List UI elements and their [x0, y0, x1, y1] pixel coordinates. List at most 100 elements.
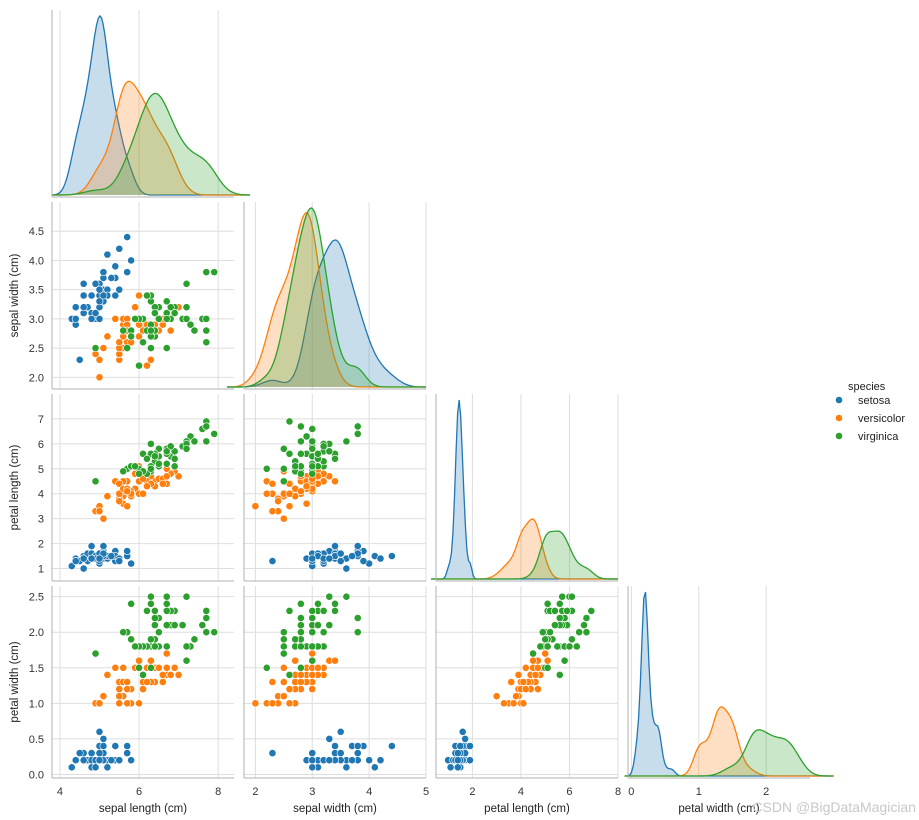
y-tick-label: 4	[38, 489, 44, 501]
scatter-point-setosa	[87, 749, 96, 758]
scatter-point-versicolor	[534, 663, 542, 672]
scatter-point-virginica	[325, 447, 334, 456]
scatter-point-versicolor	[123, 685, 132, 694]
scatter-point-virginica	[543, 599, 552, 608]
scatter-point-versicolor	[158, 479, 167, 488]
legend-marker-setosa	[835, 396, 843, 404]
scatter-point-versicolor	[531, 670, 540, 679]
scatter-point-versicolor	[251, 502, 260, 511]
y-tick-label: 2.0	[29, 627, 44, 639]
scatter-point-virginica	[135, 361, 143, 370]
scatter-point-setosa	[123, 749, 132, 758]
scatter-point-virginica	[119, 326, 128, 335]
scatter-point-virginica	[170, 309, 179, 317]
scatter-point-versicolor	[131, 303, 139, 312]
scatter-point-virginica	[285, 449, 294, 458]
scatter-point-virginica	[162, 314, 171, 323]
scatter-point-virginica	[302, 432, 311, 441]
scatter-point-virginica	[279, 477, 288, 486]
scatter-point-virginica	[536, 642, 545, 651]
scatter-point-virginica	[291, 635, 300, 644]
scatter-point-setosa	[331, 742, 339, 750]
scatter-point-versicolor	[103, 492, 112, 501]
scatter-point-setosa	[325, 554, 334, 563]
scatter-point-versicolor	[279, 663, 288, 672]
scatter-point-virginica	[279, 464, 288, 473]
panel-r3-c0	[51, 586, 234, 779]
y-tick-label: 4.5	[29, 226, 44, 238]
x-axis-label: sepal width (cm)	[293, 803, 377, 815]
scatter-point-setosa	[99, 268, 108, 277]
scatter-point-virginica	[198, 621, 207, 630]
legend-label-versicolor: versicolor	[858, 413, 905, 425]
scatter-point-virginica	[210, 628, 219, 637]
scatter-point-versicolor	[543, 656, 552, 665]
scatter-point-virginica	[135, 469, 143, 478]
scatter-point-versicolor	[296, 487, 305, 496]
x-axis-label: petal width (cm)	[678, 803, 759, 815]
scatter-point-virginica	[551, 621, 559, 630]
y-tick-label: 1	[38, 564, 44, 576]
scatter-point-versicolor	[534, 685, 542, 694]
scatter-point-virginica	[119, 467, 128, 476]
scatter-point-versicolor	[279, 678, 288, 686]
scatter-point-virginica	[182, 303, 191, 312]
scatter-point-versicolor	[500, 699, 508, 708]
scatter-point-virginica	[555, 614, 564, 622]
scatter-point-virginica	[190, 635, 199, 644]
scatter-point-versicolor	[268, 479, 277, 488]
scatter-point-virginica	[308, 606, 317, 615]
scatter-point-virginica	[582, 628, 591, 637]
scatter-point-virginica	[150, 309, 159, 317]
scatter-point-setosa	[336, 557, 345, 565]
scatter-point-virginica	[567, 592, 576, 601]
scatter-point-versicolor	[111, 314, 120, 323]
scatter-point-virginica	[279, 444, 288, 453]
scatter-point-virginica	[147, 439, 155, 448]
scatter-point-versicolor	[166, 670, 175, 679]
scatter-point-versicolor	[123, 678, 132, 686]
scatter-point-setosa	[376, 756, 385, 765]
scatter-point-setosa	[95, 749, 104, 758]
scatter-point-virginica	[127, 599, 136, 608]
scatter-point-virginica	[296, 628, 305, 637]
scatter-point-virginica	[170, 454, 179, 463]
scatter-point-setosa	[365, 756, 374, 765]
scatter-point-virginica	[308, 628, 317, 637]
scatter-point-setosa	[95, 285, 104, 294]
scatter-point-virginica	[319, 606, 328, 615]
scatter-point-virginica	[308, 642, 317, 651]
scatter-point-versicolor	[115, 692, 124, 701]
scatter-point-versicolor	[308, 685, 317, 694]
scatter-point-virginica	[546, 628, 554, 637]
scatter-point-setosa	[87, 291, 96, 300]
scatter-point-virginica	[147, 599, 155, 608]
scatter-point-virginica	[202, 437, 211, 446]
scatter-point-versicolor	[143, 482, 151, 491]
x-tick-label: 2	[763, 786, 769, 798]
scatter-point-virginica	[285, 670, 294, 679]
scatter-point-versicolor	[507, 678, 516, 686]
scatter-point-virginica	[565, 642, 574, 651]
scatter-point-setosa	[87, 542, 96, 550]
scatter-point-versicolor	[279, 514, 288, 523]
scatter-point-versicolor	[115, 338, 124, 347]
x-tick-label: 2	[469, 786, 475, 798]
scatter-point-versicolor	[314, 663, 322, 672]
scatter-point-versicolor	[519, 678, 528, 686]
scatter-point-virginica	[162, 606, 171, 615]
scatter-point-setosa	[453, 749, 462, 758]
scatter-point-versicolor	[135, 332, 143, 341]
legend-marker-virginica	[835, 432, 843, 440]
scatter-point-setosa	[387, 742, 396, 750]
y-tick-label: 5	[38, 464, 44, 476]
scatter-point-virginica	[296, 449, 305, 458]
scatter-point-setosa	[336, 549, 345, 558]
y-axis-label: petal length (cm)	[9, 445, 21, 531]
scatter-point-virginica	[319, 442, 328, 451]
scatter-point-virginica	[285, 417, 294, 426]
legend-label-setosa: setosa	[858, 395, 891, 407]
scatter-point-versicolor	[103, 670, 112, 679]
scatter-point-virginica	[143, 291, 151, 300]
kde-fill-setosa	[624, 592, 834, 776]
